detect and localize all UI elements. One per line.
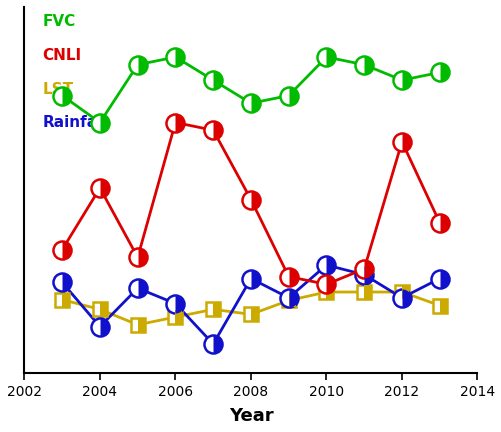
Text: Rainfall: Rainfall bbox=[43, 115, 108, 130]
X-axis label: Year: Year bbox=[228, 407, 273, 425]
Text: CNLI: CNLI bbox=[43, 48, 82, 63]
Text: FVC: FVC bbox=[43, 14, 76, 29]
Text: LST: LST bbox=[43, 82, 74, 97]
